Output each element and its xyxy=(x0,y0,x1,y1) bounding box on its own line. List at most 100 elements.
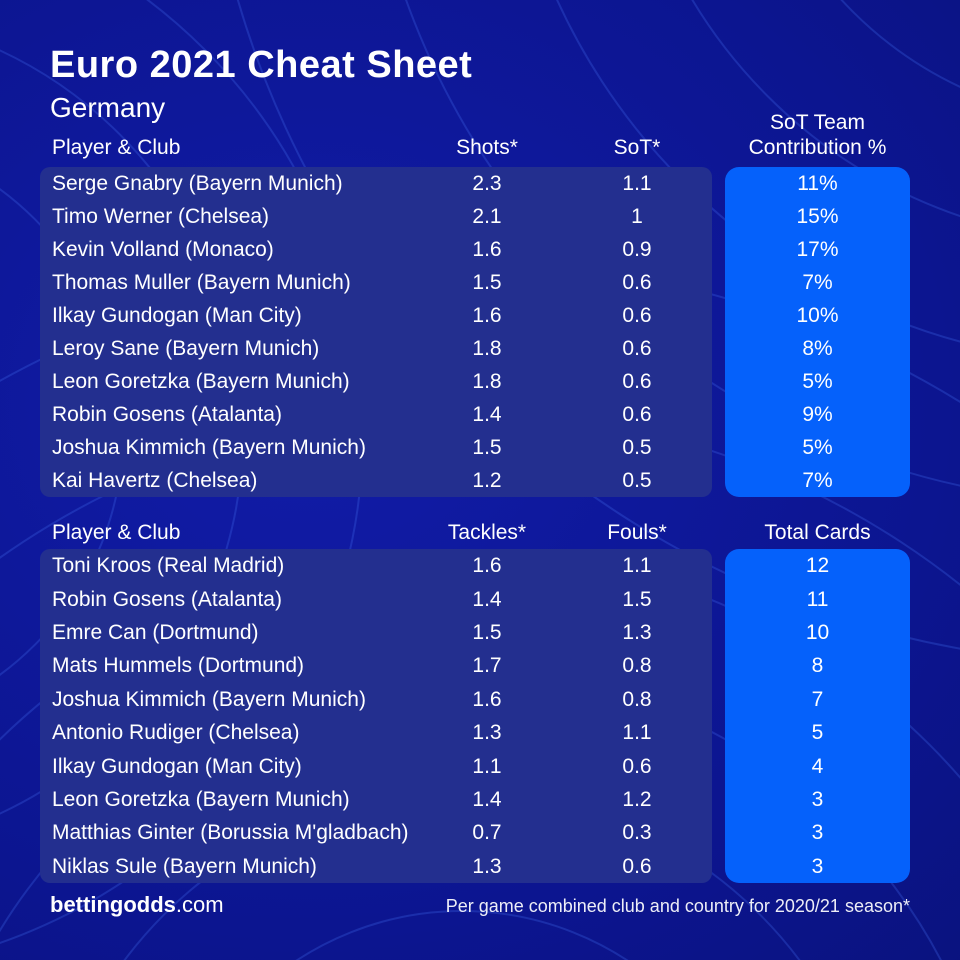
player-cell: Robin Gosens (Atalanta) xyxy=(52,403,282,426)
player-cell: Antonio Rudiger (Chelsea) xyxy=(52,721,300,745)
cards-cell: 4 xyxy=(811,754,824,778)
tackles-cell: 1.7 xyxy=(472,654,502,678)
sot-cell: 0.9 xyxy=(622,238,652,261)
column-gap xyxy=(712,398,725,431)
column-gap xyxy=(712,816,725,849)
tackles-cell: 1.4 xyxy=(472,587,502,611)
tackles-cell: 1.6 xyxy=(472,687,502,711)
contribution-cell: 7% xyxy=(802,469,833,492)
column-header-total-cards: Total Cards xyxy=(764,521,871,544)
shooting-table: Serge Gnabry (Bayern Munich) 2.3 1.1 11%… xyxy=(40,167,910,497)
brand-logo-bold: bettingodds xyxy=(50,892,176,917)
column-header-shots: Shots* xyxy=(456,136,518,159)
player-cell: Matthias Ginter (Borussia M'gladbach) xyxy=(52,821,409,845)
cards-cell: 3 xyxy=(811,854,824,878)
cards-cell: 7 xyxy=(811,687,824,711)
shots-cell: 1.5 xyxy=(472,436,502,459)
contribution-cell: 11% xyxy=(797,172,838,195)
shots-cell: 1.8 xyxy=(472,337,502,360)
tackles-cell: 0.7 xyxy=(472,821,502,845)
fouls-cell: 1.1 xyxy=(622,554,652,578)
player-cell: Kai Havertz (Chelsea) xyxy=(52,469,258,492)
fouls-cell: 1.5 xyxy=(622,587,652,611)
discipline-table: Toni Kroos (Real Madrid) 1.6 1.1 12 Robi… xyxy=(40,549,910,883)
table-body-panel xyxy=(40,167,712,497)
column-gap xyxy=(712,683,725,716)
fouls-cell: 1.2 xyxy=(622,787,652,811)
contribution-cell: 7% xyxy=(802,271,833,294)
highlight-column-panel xyxy=(725,167,910,497)
tackles-cell: 1.6 xyxy=(472,554,502,578)
player-cell: Ilkay Gundogan (Man City) xyxy=(52,754,302,778)
shots-cell: 1.8 xyxy=(472,370,502,393)
player-cell: Serge Gnabry (Bayern Munich) xyxy=(52,172,343,195)
fouls-cell: 1.3 xyxy=(622,620,652,644)
cards-cell: 12 xyxy=(805,554,830,578)
tackles-cell: 1.3 xyxy=(472,854,502,878)
column-header-player: Player & Club xyxy=(52,521,181,544)
column-gap xyxy=(712,233,725,266)
contribution-cell: 5% xyxy=(802,436,833,459)
player-cell: Toni Kroos (Real Madrid) xyxy=(52,554,285,578)
cards-cell: 8 xyxy=(811,654,824,678)
column-gap xyxy=(712,616,725,649)
column-gap xyxy=(712,783,725,816)
cards-cell: 11 xyxy=(806,587,829,611)
fouls-cell: 0.3 xyxy=(622,821,652,845)
shots-cell: 1.4 xyxy=(472,403,502,426)
fouls-cell: 0.6 xyxy=(622,854,652,878)
brand-logo-light: .com xyxy=(175,892,224,917)
player-cell: Mats Hummels (Dortmund) xyxy=(52,654,305,678)
player-cell: Emre Can (Dortmund) xyxy=(52,620,259,644)
sot-cell: 0.5 xyxy=(622,469,652,492)
sot-cell: 1.1 xyxy=(622,172,652,195)
sot-cell: 0.6 xyxy=(622,337,652,360)
player-cell: Robin Gosens (Atalanta) xyxy=(52,587,282,611)
column-header-player: Player & Club xyxy=(52,136,181,159)
column-header-contribution-line2: Contribution % xyxy=(748,136,887,159)
highlight-column-panel xyxy=(725,549,910,883)
shots-cell: 2.3 xyxy=(472,172,502,195)
sot-cell: 0.6 xyxy=(622,370,652,393)
column-gap xyxy=(712,749,725,782)
shots-cell: 1.6 xyxy=(472,238,502,261)
player-cell: Timo Werner (Chelsea) xyxy=(52,205,270,228)
cards-cell: 5 xyxy=(811,721,824,745)
sot-cell: 0.6 xyxy=(622,271,652,294)
page-title: Euro 2021 Cheat Sheet xyxy=(50,44,473,86)
fouls-cell: 0.8 xyxy=(622,654,652,678)
column-header-tackles: Tackles* xyxy=(447,521,527,544)
column-gap xyxy=(712,200,725,233)
player-cell: Leon Goretzka (Bayern Munich) xyxy=(52,370,350,393)
contribution-cell: 10% xyxy=(796,304,839,327)
column-gap xyxy=(712,649,725,682)
contribution-cell: 9% xyxy=(802,403,833,426)
player-cell: Joshua Kimmich (Bayern Munich) xyxy=(52,436,366,459)
contribution-cell: 17% xyxy=(796,238,839,261)
country-subtitle: Germany xyxy=(50,92,166,123)
player-cell: Thomas Muller (Bayern Munich) xyxy=(52,271,351,294)
column-gap xyxy=(712,582,725,615)
shots-cell: 2.1 xyxy=(472,205,502,228)
column-gap xyxy=(712,850,725,883)
footer: bettingodds.com Per game combined club a… xyxy=(50,892,910,918)
fouls-cell: 1.1 xyxy=(622,721,652,745)
player-cell: Ilkay Gundogan (Man City) xyxy=(52,304,302,327)
contribution-cell: 5% xyxy=(802,370,833,393)
column-gap xyxy=(712,431,725,464)
tackles-cell: 1.1 xyxy=(472,754,502,778)
table-body-panel xyxy=(40,549,712,883)
player-cell: Niklas Sule (Bayern Munich) xyxy=(52,854,317,878)
player-cell: Kevin Volland (Monaco) xyxy=(52,238,274,261)
column-gap xyxy=(712,549,725,582)
fouls-cell: 0.6 xyxy=(622,754,652,778)
shots-cell: 1.5 xyxy=(472,271,502,294)
shooting-table-header: Player & Club Shots* SoT* SoT Team Contr… xyxy=(40,100,910,160)
sot-cell: 1 xyxy=(631,205,643,228)
column-header-sot: SoT* xyxy=(613,136,661,159)
column-gap xyxy=(712,716,725,749)
column-gap xyxy=(712,299,725,332)
discipline-table-header: Player & Club Tackles* Fouls* Total Card… xyxy=(40,503,910,545)
cards-cell: 10 xyxy=(805,620,830,644)
